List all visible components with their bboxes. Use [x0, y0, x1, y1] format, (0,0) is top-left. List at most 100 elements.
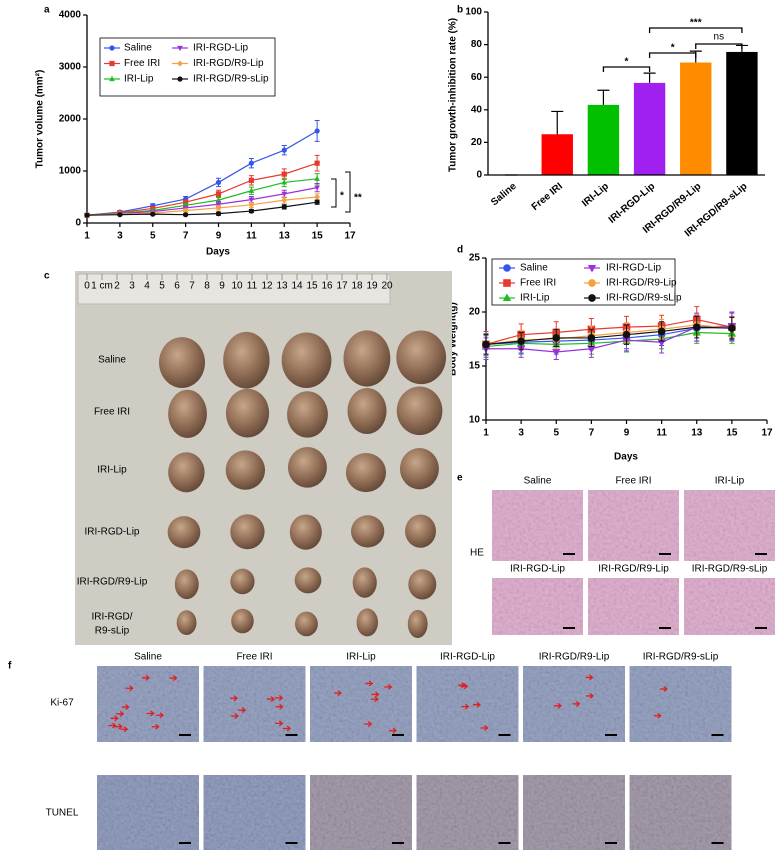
legend-label: IRI-Lip [124, 74, 154, 85]
legend-marker [503, 279, 511, 287]
y-tick-label: 25 [469, 253, 481, 264]
tumor [399, 448, 439, 490]
arrow [364, 720, 373, 727]
tumor [231, 608, 254, 634]
ruler-label: 5 [159, 281, 165, 292]
x-tick-label: 9 [624, 428, 630, 439]
error-bar [643, 72, 656, 83]
tumor [407, 609, 428, 639]
x-tick-label: 9 [216, 231, 222, 242]
row-label: TUNEL [46, 808, 79, 819]
tumor [287, 446, 327, 488]
data-point [215, 204, 222, 212]
bar [726, 51, 758, 176]
data-point [587, 334, 596, 342]
arrow [141, 674, 150, 681]
row-label: IRI-RGD/R9-Lip [77, 577, 148, 588]
arrow [121, 704, 130, 711]
legend-marker [503, 264, 511, 272]
legend-marker [177, 60, 183, 67]
x-tick-label: 3 [518, 428, 524, 439]
arrow [472, 701, 481, 708]
arrow [146, 710, 155, 717]
x-tick-label: 3 [117, 231, 123, 242]
ruler-label: 12 [261, 281, 273, 292]
arrow [461, 703, 470, 710]
row-label: Saline [98, 355, 126, 366]
arrow [388, 727, 397, 734]
x-tick-label: 11 [656, 428, 667, 439]
data-point [281, 197, 288, 204]
data-point [622, 330, 631, 339]
y-tick-label: 1000 [59, 166, 82, 177]
legend-label: IRI-RGD/R9-sLip [606, 293, 682, 304]
data-point [182, 207, 189, 214]
data-point [552, 348, 561, 357]
y-tick-label: 15 [469, 361, 481, 372]
bar [680, 62, 712, 175]
x-tick-label: 13 [691, 428, 703, 439]
bracket [331, 178, 337, 208]
tumor [230, 514, 265, 550]
arrow [151, 723, 160, 730]
ruler-label: 4 [144, 281, 150, 292]
micrograph-texture [588, 490, 679, 561]
ruler-label: 14 [291, 281, 303, 292]
panel-label: d [457, 245, 463, 256]
y-tick-label: 40 [471, 104, 483, 115]
y-tick-label: 20 [469, 307, 481, 318]
series-line [485, 324, 732, 345]
annotation: * [340, 191, 344, 202]
data-point [517, 337, 525, 345]
ruler-label: 0 [84, 281, 90, 292]
ruler [77, 273, 391, 305]
legend-marker [177, 76, 183, 82]
legend-label: IRI-RGD-Lip [193, 43, 248, 54]
arrow [156, 712, 165, 719]
significance-bracket [695, 43, 743, 49]
image-title: IRI-RGD/R9-sLip [643, 652, 719, 663]
image-title: IRI-Lip [715, 476, 745, 487]
tumor [343, 330, 391, 387]
y-tick-label: 60 [471, 72, 483, 83]
ruler-label: 20 [381, 281, 393, 292]
tumor [225, 388, 270, 438]
micrograph-texture [203, 666, 306, 742]
micrograph-texture [310, 775, 412, 850]
data-point [482, 340, 490, 349]
ruler-label: 7 [189, 281, 195, 292]
legend-marker [502, 293, 512, 302]
arrow [229, 695, 238, 702]
tumor [345, 452, 387, 493]
tumor [408, 569, 437, 600]
legend-label: Free IRI [124, 58, 160, 69]
annotation: ns [714, 32, 725, 43]
data-point [552, 334, 561, 342]
arrow [169, 675, 178, 682]
legend-marker [588, 279, 596, 287]
y-tick-label: 10 [469, 415, 481, 426]
legend-label: IRI-RGD-Lip [606, 263, 661, 274]
y-axis-label: Tumor volume (mm²) [35, 70, 46, 169]
y-tick-label: 0 [75, 218, 81, 229]
ruler-label: 17 [336, 281, 348, 292]
row-label: HE [470, 548, 484, 559]
data-point [215, 179, 222, 186]
legend-label: IRI-RGD/R9-Lip [606, 278, 677, 289]
ruler-label: 11 [247, 281, 258, 292]
series-line [86, 162, 318, 216]
arrow [384, 683, 393, 690]
row-label: IRI-RGD-Lip [84, 527, 139, 538]
data-point [657, 327, 666, 336]
row-label: IRI-Lip [97, 465, 127, 476]
image-title: IRI-RGD/R9-sLip [692, 564, 768, 575]
series-line [86, 178, 318, 216]
series-line [485, 326, 732, 345]
data-point [314, 175, 320, 181]
tumor [159, 337, 205, 388]
arrow [114, 723, 123, 730]
image-title: IRI-RGD/R9-Lip [598, 564, 669, 575]
image-title: Free IRI [615, 476, 651, 487]
arrow [553, 702, 562, 709]
